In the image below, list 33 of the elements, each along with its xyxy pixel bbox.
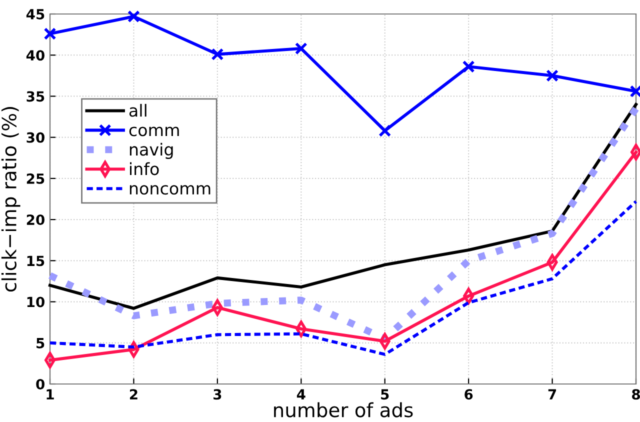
x-tick-label: 5 (381, 389, 389, 400)
y-tick-label: 25 (26, 173, 44, 184)
x-tick-label: 2 (130, 389, 138, 400)
point (462, 60, 475, 73)
y-tick-label: 0 (36, 378, 44, 390)
legend-label: noncomm (130, 185, 210, 195)
y-tick-label: 40 (26, 50, 44, 61)
point (294, 42, 308, 55)
point (546, 69, 559, 82)
legend-label: comm (129, 126, 179, 136)
y-tick-label: 35 (26, 91, 44, 102)
point (44, 27, 56, 40)
y-tick-label: 10 (27, 296, 44, 308)
legend-label: all (129, 104, 146, 117)
y-tick-label: 15 (27, 256, 44, 266)
x-tick-label: 7 (548, 389, 556, 400)
legend-label: info (130, 162, 159, 176)
x-tick-label: 4 (296, 389, 306, 400)
x-tick-label: 6 (464, 389, 473, 400)
x-tick-label: 3 (214, 389, 222, 400)
y-tick-label: 30 (26, 132, 44, 143)
point (44, 352, 56, 368)
point (211, 48, 224, 61)
point (378, 124, 392, 138)
x-tick-label: 8 (632, 389, 640, 400)
y-tick-label: 45 (26, 9, 44, 20)
y-tick-label: 20 (26, 214, 44, 226)
y-tick-label: 5 (36, 338, 44, 348)
point (127, 10, 140, 23)
legend-label: navig (130, 142, 173, 159)
x-axis-title: number of ads (274, 402, 413, 418)
y-axis-title: click−imp ratio (%) (1, 107, 20, 292)
x-tick-label: 1 (46, 389, 54, 400)
